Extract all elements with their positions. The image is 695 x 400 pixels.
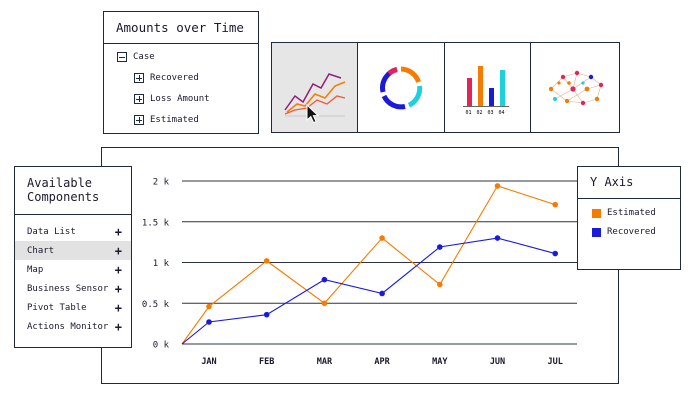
tree-node-estimated[interactable]: Estimated	[134, 115, 199, 125]
legend-label: Estimated	[607, 208, 656, 218]
y-tick-label: 1.5 k	[142, 218, 170, 228]
main-chart-area: 0 k 0.5 k 1 k 1.5 k 2 k JAN FEB MAR APR MAY JUN JUL	[101, 147, 619, 384]
component-item-chart[interactable]: Chart +	[15, 241, 131, 260]
data-point-recovered[interactable]	[552, 250, 558, 257]
data-point-recovered[interactable]	[321, 276, 328, 283]
component-item-data-list[interactable]: Data List +	[15, 222, 131, 241]
donut-chart-icon	[379, 66, 422, 109]
tree-node-label: Recovered	[150, 73, 199, 83]
x-tick-label: MAY	[432, 357, 448, 367]
legend-item-estimated[interactable]: Estimated	[592, 208, 656, 218]
component-item-actions-monitor[interactable]: Actions Monitor +	[15, 317, 131, 336]
data-point-recovered[interactable]	[494, 235, 501, 241]
bar-chart-icon: 01 02 03 04	[463, 65, 510, 116]
component-label: Business Sensor	[27, 283, 109, 294]
y-tick-label: 0 k	[153, 341, 170, 351]
component-label: Chart	[27, 245, 55, 256]
data-point-recovered[interactable]	[437, 244, 443, 250]
add-icon[interactable]: +	[114, 300, 122, 315]
component-label: Pivot Table	[27, 302, 87, 313]
y-tick-label: 1 k	[153, 259, 170, 269]
bar-icon-tick-label: 01	[466, 110, 472, 116]
line-chart[interactable]: 0 k 0.5 k 1 k 1.5 k 2 k JAN FEB MAR APR MAY JUN JUL	[102, 148, 620, 385]
collapse-icon[interactable]	[117, 52, 127, 62]
series-line-estimated	[181, 185, 556, 345]
legend-item-recovered[interactable]: Recovered	[592, 227, 656, 237]
expand-icon[interactable]	[134, 73, 144, 83]
x-tick-label: JAN	[201, 357, 216, 367]
data-point-recovered[interactable]	[263, 311, 270, 318]
chart-type-line[interactable]	[272, 43, 358, 132]
network-graph-icon	[548, 70, 603, 105]
data-point-estimated[interactable]	[552, 201, 558, 208]
component-label: Actions Monitor	[27, 321, 109, 332]
chart-type-selector: 01 02 03 04	[271, 42, 620, 133]
bar-icon-tick-label: 04	[499, 110, 505, 116]
x-tick-label: FEB	[259, 357, 274, 367]
tree-node-label: Loss Amount	[150, 94, 210, 104]
series-line-recovered	[181, 237, 556, 345]
component-label: Data List	[27, 226, 76, 237]
add-icon[interactable]: +	[114, 319, 122, 334]
data-point-recovered[interactable]	[206, 319, 212, 325]
data-point-estimated[interactable]	[206, 303, 212, 310]
chart-type-bar[interactable]: 01 02 03 04	[445, 43, 531, 132]
add-icon[interactable]: +	[114, 262, 122, 277]
components-title-line2: Components	[27, 190, 100, 204]
chart-type-donut[interactable]	[358, 43, 446, 132]
data-point-estimated[interactable]	[379, 235, 385, 241]
tree-node-case[interactable]: Case	[117, 52, 155, 62]
data-point-estimated[interactable]	[263, 258, 270, 264]
y-axis-panel-title: Y Axis	[578, 167, 680, 199]
expand-icon[interactable]	[134, 115, 144, 125]
tree-panel-title: Amounts over Time	[104, 12, 258, 44]
tree-node-loss-amount[interactable]: Loss Amount	[134, 94, 210, 104]
chart-type-network[interactable]	[531, 43, 619, 132]
bar-icon-tick-label: 03	[488, 110, 494, 116]
add-icon[interactable]: +	[114, 281, 122, 296]
mouse-cursor-icon	[306, 104, 320, 124]
legend-swatch	[592, 227, 601, 237]
x-tick-label: MAR	[317, 357, 333, 367]
components-panel-title: Available Components	[15, 167, 131, 215]
data-point-estimated[interactable]	[437, 281, 443, 288]
line-chart-icon	[284, 72, 346, 116]
y-axis-panel: Y Axis Estimated Recovered	[577, 166, 681, 270]
component-item-pivot-table[interactable]: Pivot Table +	[15, 298, 131, 317]
components-title-line1: Available	[27, 176, 93, 190]
y-tick-label: 2 k	[153, 178, 170, 188]
y-tick-label: 0.5 k	[142, 300, 170, 310]
data-point-recovered[interactable]	[379, 290, 385, 297]
legend-swatch	[592, 208, 601, 218]
tree-node-recovered[interactable]: Recovered	[134, 73, 199, 83]
x-tick-label: APR	[374, 357, 390, 367]
tree-node-label: Estimated	[150, 115, 199, 125]
component-label: Map	[27, 264, 44, 275]
expand-icon[interactable]	[134, 94, 144, 104]
component-item-map[interactable]: Map +	[15, 260, 131, 279]
amounts-over-time-panel: Amounts over Time Case Recovered Loss Am…	[103, 11, 259, 134]
legend-label: Recovered	[607, 227, 656, 237]
x-tick-label: JUL	[548, 357, 563, 367]
data-point-estimated[interactable]	[321, 300, 328, 307]
x-tick-label: JUN	[490, 357, 505, 367]
component-item-business-sensor[interactable]: Business Sensor +	[15, 279, 131, 298]
tree-node-label: Case	[133, 52, 155, 62]
add-icon[interactable]: +	[114, 243, 122, 258]
data-point-estimated[interactable]	[494, 183, 501, 189]
bar-icon-tick-label: 02	[477, 110, 483, 116]
add-icon[interactable]: +	[114, 224, 122, 239]
available-components-panel: Available Components Data List + Chart + Map…	[14, 166, 132, 348]
